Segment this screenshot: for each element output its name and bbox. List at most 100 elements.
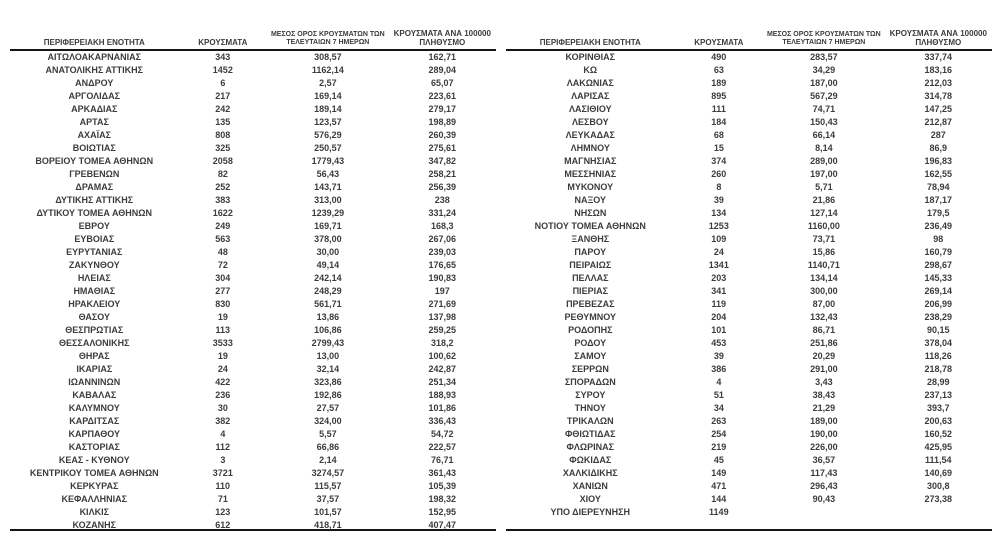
table-row: ΣΑΜΟΥ 39 20,29 118,26	[506, 350, 992, 363]
region-cell: ΚΑΛΥΜΝΟΥ	[68, 403, 120, 413]
avg7day-cell: 27,57	[316, 403, 340, 413]
per100k-cell: 111,54	[925, 455, 952, 465]
per100k-cell: 236,49	[924, 221, 953, 231]
avg7day-cell: 378,00	[314, 234, 342, 244]
cases-cell: 68	[713, 130, 724, 140]
table-row: ΗΡΑΚΛΕΙΟΥ 830 561,71 271,69	[10, 298, 496, 311]
region-cell: ΔΥΤΙΚΟΥ ΤΟΜΕΑ ΑΘΗΝΩΝ	[36, 208, 152, 218]
region-cell: ΠΡΕΒΕΖΑΣ	[566, 299, 615, 309]
avg7day-cell: 308,57	[314, 52, 342, 62]
per100k-cell: 336,43	[428, 416, 457, 426]
per100k-cell: 200,63	[924, 416, 953, 426]
avg7day-cell: 251,86	[810, 338, 838, 348]
avg7day-cell: 21,29	[812, 403, 836, 413]
table-row: ΑΙΤΩΛΟΑΚΑΡΝΑΝΙΑΣ 343 308,57 162,71	[10, 50, 496, 64]
region-cell: ΕΥΡΥΤΑΝΙΑΣ	[66, 247, 123, 257]
column-header-per100k: ΚΡΟΥΣΜΑΤΑ ΑΝΑ 100000 ΠΛΗΘΥΣΜΟ	[388, 6, 496, 51]
table-row: ΚΟΖΑΝΗΣ 612 418,71 407,47	[10, 519, 496, 532]
cases-cell: 15	[713, 143, 724, 153]
table-row: ΝΑΞΟΥ 39 21,86 187,17	[506, 194, 992, 207]
region-cell: ΓΡΕΒΕΝΩΝ	[69, 169, 120, 179]
cases-cell: 189	[711, 78, 727, 88]
table-row: ΚΑΣΤΟΡΙΑΣ 112 66,86 222,57	[10, 441, 496, 454]
per100k-cell: 425,95	[924, 442, 953, 452]
cases-cell: 612	[215, 520, 231, 530]
region-cell: ΘΑΣΟΥ	[78, 312, 110, 322]
table-row: ΛΑΣΙΘΙΟΥ 111 74,71 147,25	[506, 103, 992, 116]
cases-table-right-panel: ΠΕΡΙΦΕΡΕΙΑΚΗ ΕΝΟΤΗΤΑ ΚΡΟΥΣΜΑΤΑ ΜΕΣΟΣ ΟΡΟ…	[506, 6, 992, 531]
table-row: ΔΥΤΙΚΗΣ ΑΤΤΙΚΗΣ 383 313,00 238	[10, 194, 496, 207]
avg7day-cell: 189,14	[314, 104, 342, 114]
per100k-cell: 407,47	[428, 520, 457, 530]
cases-cell: 341	[711, 286, 727, 296]
region-cell: ΙΩΑΝΝΙΝΩΝ	[68, 377, 121, 387]
avg7day-cell: 21,86	[812, 195, 836, 205]
per100k-cell: 145,33	[924, 273, 953, 283]
per100k-cell: 251,34	[428, 377, 457, 387]
cases-cell: 30	[217, 403, 228, 413]
cases-cell: 4	[220, 429, 226, 439]
cases-cell: 490	[711, 52, 727, 62]
table-row: ΚΕΦΑΛΛΗΝΙΑΣ 71 37,57 198,32	[10, 493, 496, 506]
region-cell: ΣΠΟΡΑΔΩΝ	[564, 377, 616, 387]
per100k-cell: 318,2	[431, 338, 454, 348]
avg7day-cell: 123,57	[314, 117, 342, 127]
table-row: ΗΜΑΘΙΑΣ 277 248,29 197	[10, 285, 496, 298]
table-row: ΒΟΡΕΙΟΥ ΤΟΜΕΑ ΑΘΗΝΩΝ 2058 1779,43 347,82	[10, 155, 496, 168]
cases-cell: 808	[215, 130, 231, 140]
region-cell: ΛΑΡΙΣΑΣ	[571, 91, 610, 101]
avg7day-cell: 115,57	[314, 481, 342, 491]
table-row: ΙΚΑΡΙΑΣ 24 32,14 242,87	[10, 363, 496, 376]
per100k-cell: 287	[930, 130, 946, 140]
region-cell: ΛΗΜΝΟΥ	[570, 143, 610, 153]
table-row: ΦΘΙΩΤΙΔΑΣ 254 190,00 160,52	[506, 428, 992, 441]
region-cell: ΗΛΕΙΑΣ	[77, 273, 111, 283]
cases-cell: 112	[215, 442, 231, 452]
region-cell: ΡΕΘΥΜΝΟΥ	[564, 312, 617, 322]
column-header-region: ΠΕΡΙΦΕΡΕΙΑΚΗ ΕΝΟΤΗΤΑ	[506, 6, 675, 51]
per100k-cell: 160,79	[924, 247, 953, 257]
region-cell: ΡΟΔΟΥ	[574, 338, 607, 348]
table-row: ΣΠΟΡΑΔΩΝ 4 3,43 28,99	[506, 376, 992, 389]
per100k-cell: 137,98	[428, 312, 457, 322]
region-cell: ΕΒΡΟΥ	[78, 221, 110, 231]
per100k-cell: 86,9	[929, 143, 948, 153]
per100k-cell: 222,57	[428, 442, 457, 452]
cases-cell: 422	[215, 377, 231, 387]
cases-cell: 3533	[212, 338, 233, 348]
table-row: ΡΕΘΥΜΝΟΥ 204 132,43 238,29	[506, 311, 992, 324]
region-cell: ΚΑΡΠΑΘΟΥ	[68, 429, 121, 439]
region-cell: ΘΕΣΣΑΛΟΝΙΚΗΣ	[59, 338, 130, 348]
table-row: ΚΕΡΚΥΡΑΣ 110 115,57 105,39	[10, 480, 496, 493]
per100k-cell: 197	[434, 286, 450, 296]
region-cell: ΛΑΣΙΘΙΟΥ	[568, 104, 612, 114]
per100k-cell: 300,8	[927, 481, 950, 491]
cases-cell: 24	[713, 247, 724, 257]
table-row: ΚΟΡΙΝΘΙΑΣ 490 283,57 337,74	[506, 50, 992, 64]
avg7day-cell: 576,29	[314, 130, 342, 140]
avg7day-cell: 1162,14	[311, 65, 344, 75]
avg7day-cell: 37,57	[316, 494, 340, 504]
avg7day-cell: 1140,71	[807, 260, 840, 270]
region-cell: ΜΕΣΣΗΝΙΑΣ	[564, 169, 617, 179]
per100k-cell: 347,82	[428, 156, 457, 166]
cases-cell: 471	[711, 481, 727, 491]
region-cell: ΠΕΛΛΑΣ	[572, 273, 609, 283]
table-row: ΘΗΡΑΣ 19 13,00 100,62	[10, 350, 496, 363]
per100k-cell: 393,7	[927, 403, 950, 413]
table-row: ΡΟΔΟΠΗΣ 101 86,71 90,15	[506, 324, 992, 337]
region-cell: ΑΡΓΟΛΙΔΑΣ	[68, 91, 121, 101]
region-cell: ΑΙΤΩΛΟΑΚΑΡΝΑΝΙΑΣ	[47, 52, 142, 62]
column-header-avg7day: ΜΕΣΟΣ ΟΡΟΣ ΚΡΟΥΣΜΑΤΩΝ ΤΩΝ ΤΕΛΕΥΤΑΙΩΝ 7 Η…	[763, 6, 885, 51]
region-cell: ΛΕΥΚΑΔΑΣ	[565, 130, 615, 140]
table-row: ΞΑΝΘΗΣ 109 73,71 98	[506, 233, 992, 246]
cases-cell: 236	[215, 390, 231, 400]
per100k-cell: 98	[933, 234, 944, 244]
per100k-cell: 275,61	[428, 143, 457, 153]
per100k-cell: 267,06	[428, 234, 457, 244]
per100k-cell: 162,71	[428, 52, 457, 62]
avg7day-cell: 291,00	[810, 364, 838, 374]
table-row: ΠΑΡΟΥ 24 15,86 160,79	[506, 246, 992, 259]
per100k-cell: 179,5	[927, 208, 950, 218]
per100k-cell: 54,72	[431, 429, 454, 439]
